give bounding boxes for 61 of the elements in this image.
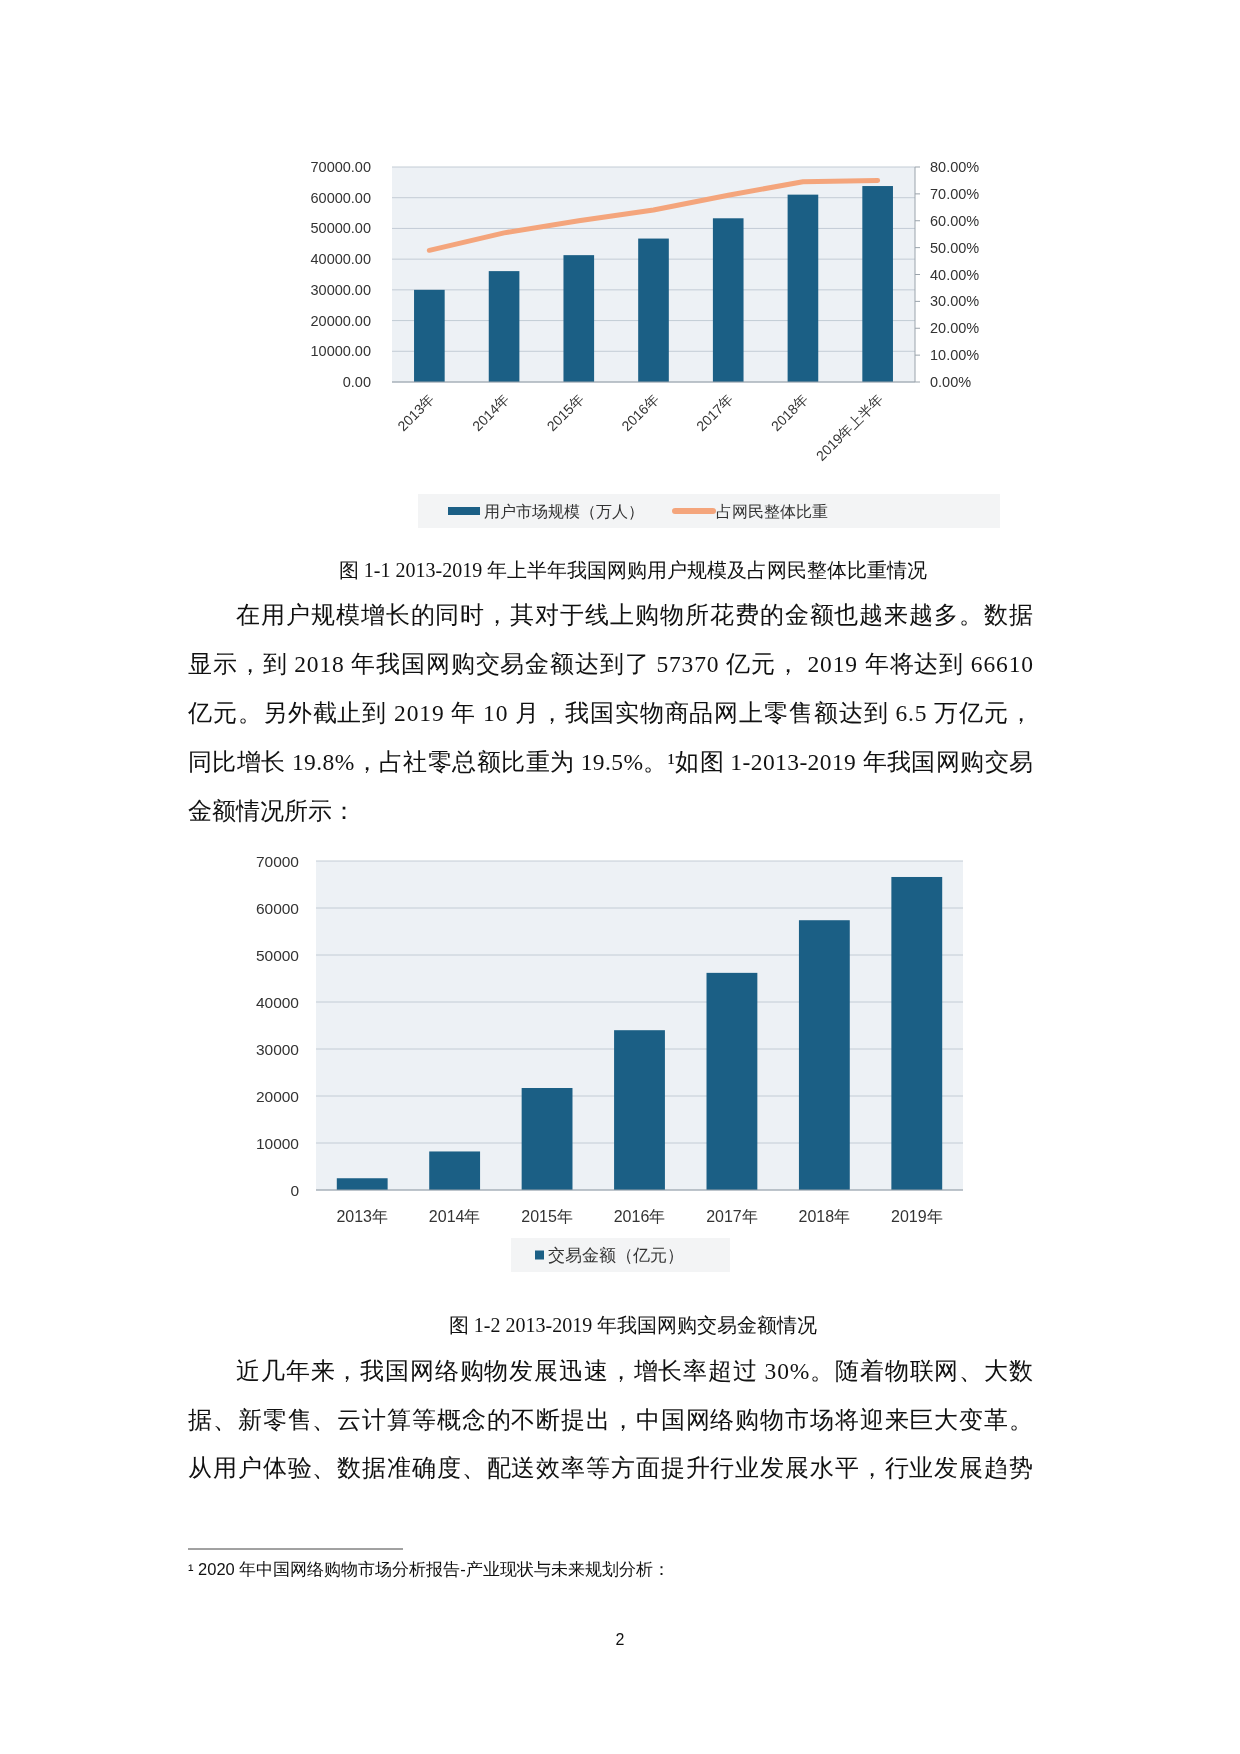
y2-tick-label: 50.00% [930,239,980,256]
bar [712,218,744,382]
legend-label: 用户市场规模（万人） [484,502,644,520]
y-tick-label: 10000 [255,1134,300,1152]
y-tick-label: 10000.00 [310,343,371,360]
y-tick-label: 60000.00 [310,189,371,206]
x-tick-label: 2017年 [706,1208,758,1225]
text: 据、新零售、云计算等概念的不断提出，中国网络购物市场将迎来巨大变革。 [188,1407,1033,1433]
y-tick-label: 40000 [255,993,300,1011]
y2-tick-label: 20.00% [930,320,980,337]
y-tick-label: 50000 [255,946,300,964]
x-tick-label: 2014年 [428,1208,481,1225]
text: 从用户体验、数据准确度、配送效率等方面提升行业发展水平，行业发展趋势 [188,1455,1033,1481]
text: 图 1-2 2013-2019 年我国网购交易金额情况 [448,1314,818,1336]
y2-tick-label: 0.00% [930,374,972,390]
y2-tick-label: 60.00% [930,212,980,229]
text: 亿元。另外截止到 2019 年 10 月，我国实物商品网上零售额达到 6.5 万亿元， [187,700,1033,726]
bar [429,1151,481,1190]
bar [414,289,445,382]
bar [614,1030,665,1190]
text: 近几年来，我国网络购物发展迅速，增长率超过 30%。随着物联网、大数 [236,1358,1033,1384]
y-tick-label: 70000 [255,852,300,870]
legend-label: 占网民整体比重 [716,502,828,520]
text: 显示，到 2018 年我国网购交易金额达到了 57370 亿元， 2019 年将达到 66610 [188,651,1033,677]
bar [787,194,819,382]
y-tick-label: 50000.00 [310,220,371,237]
bar [521,1088,573,1190]
y2-tick-label: 70.00% [930,185,980,202]
y-tick-label: 30000 [255,1040,300,1058]
y-tick-label: 0 [290,1181,300,1199]
bar [563,255,595,382]
y2-tick-label: 30.00% [930,293,980,310]
x-tick-label: 2019年 [890,1208,943,1225]
bar [798,920,850,1190]
y-tick-label: 20000 [255,1087,300,1105]
y-tick-label: 30000.00 [310,281,371,298]
y2-tick-label: 40.00% [930,266,980,283]
y-tick-label: 60000 [255,899,300,917]
text: 在用户规模增长的同时，其对于线上购物所花费的金额也越来越多。数据 [236,602,1033,628]
legend-label: 交易金额（亿元） [548,1245,684,1265]
x-tick-label: 2016年 [613,1208,666,1225]
text: ¹ 2020 年中国网络购物市场分析报告-产业现状与未来规划分析： [188,1560,670,1578]
bar [862,186,893,382]
y-tick-label: 0.00 [342,374,371,390]
x-tick-label: 2013年 [336,1208,389,1225]
text: 图 1-1 2013-2019 年上半年我国网购用户规模及占网民整体比重情况 [338,559,928,581]
y-tick-label: 70000.00 [310,159,371,175]
y-tick-label: 40000.00 [310,251,371,268]
text: 2 [615,1631,625,1648]
y-tick-label: 20000.00 [310,312,371,329]
bar [638,238,669,382]
text: 金额情况所示： [188,798,356,824]
bar [706,972,758,1190]
x-tick-label: 2018年 [798,1208,851,1225]
text: 同比增长 19.8%，占社零总额比重为 19.5%。¹如图 1-2013-2019 年我国网购交易 [188,749,1033,775]
bar [891,876,943,1190]
x-tick-label: 2015年 [521,1208,573,1225]
y2-tick-label: 10.00% [930,347,980,364]
bar [336,1178,388,1190]
bar [488,271,520,382]
y2-tick-label: 80.00% [930,159,980,175]
